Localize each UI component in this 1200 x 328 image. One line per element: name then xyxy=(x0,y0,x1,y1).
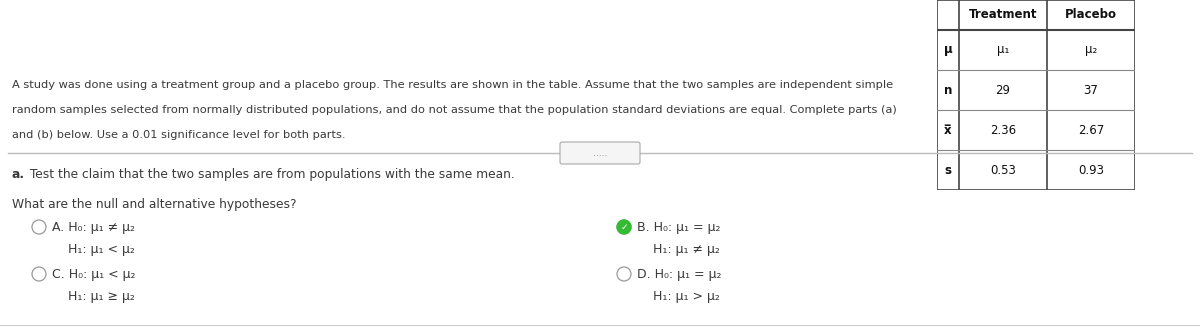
Text: B. H₀: μ₁ = μ₂: B. H₀: μ₁ = μ₂ xyxy=(637,221,720,234)
Text: Treatment: Treatment xyxy=(968,9,1037,22)
Text: μ₁: μ₁ xyxy=(997,44,1009,56)
Text: a.: a. xyxy=(12,168,25,181)
Text: D. H₀: μ₁ = μ₂: D. H₀: μ₁ = μ₂ xyxy=(637,268,721,281)
Text: 2.67: 2.67 xyxy=(1078,124,1104,136)
Text: n: n xyxy=(944,84,952,96)
Text: A. H₀: μ₁ ≠ μ₂: A. H₀: μ₁ ≠ μ₂ xyxy=(52,221,134,234)
Text: .....: ..... xyxy=(593,149,607,157)
Circle shape xyxy=(32,220,46,234)
Circle shape xyxy=(617,267,631,281)
Text: H₁: μ₁ > μ₂: H₁: μ₁ > μ₂ xyxy=(653,290,720,303)
Text: and (b) below. Use a 0.01 significance level for both parts.: and (b) below. Use a 0.01 significance l… xyxy=(12,130,346,140)
Text: What are the null and alternative hypotheses?: What are the null and alternative hypoth… xyxy=(12,198,296,211)
Text: 37: 37 xyxy=(1084,84,1098,96)
Text: Test the claim that the two samples are from populations with the same mean.: Test the claim that the two samples are … xyxy=(26,168,515,181)
Text: H₁: μ₁ ≠ μ₂: H₁: μ₁ ≠ μ₂ xyxy=(653,243,720,256)
Text: s: s xyxy=(944,163,952,176)
Text: 2.36: 2.36 xyxy=(990,124,1016,136)
Text: A study was done using a treatment group and a placebo group. The results are sh: A study was done using a treatment group… xyxy=(12,80,893,90)
Circle shape xyxy=(617,220,631,234)
Text: C. H₀: μ₁ < μ₂: C. H₀: μ₁ < μ₂ xyxy=(52,268,136,281)
Text: random samples selected from normally distributed populations, and do not assume: random samples selected from normally di… xyxy=(12,105,896,115)
Text: μ: μ xyxy=(943,44,953,56)
Circle shape xyxy=(32,267,46,281)
Text: x̅: x̅ xyxy=(944,124,952,136)
Text: H₁: μ₁ < μ₂: H₁: μ₁ < μ₂ xyxy=(68,243,134,256)
Text: H₁: μ₁ ≥ μ₂: H₁: μ₁ ≥ μ₂ xyxy=(68,290,134,303)
Text: 0.53: 0.53 xyxy=(990,163,1016,176)
FancyBboxPatch shape xyxy=(560,142,640,164)
Text: 0.93: 0.93 xyxy=(1078,163,1104,176)
Text: ✓: ✓ xyxy=(620,222,628,232)
Text: Placebo: Placebo xyxy=(1066,9,1117,22)
Text: 29: 29 xyxy=(996,84,1010,96)
Text: μ₂: μ₂ xyxy=(1085,44,1097,56)
Circle shape xyxy=(617,220,631,234)
